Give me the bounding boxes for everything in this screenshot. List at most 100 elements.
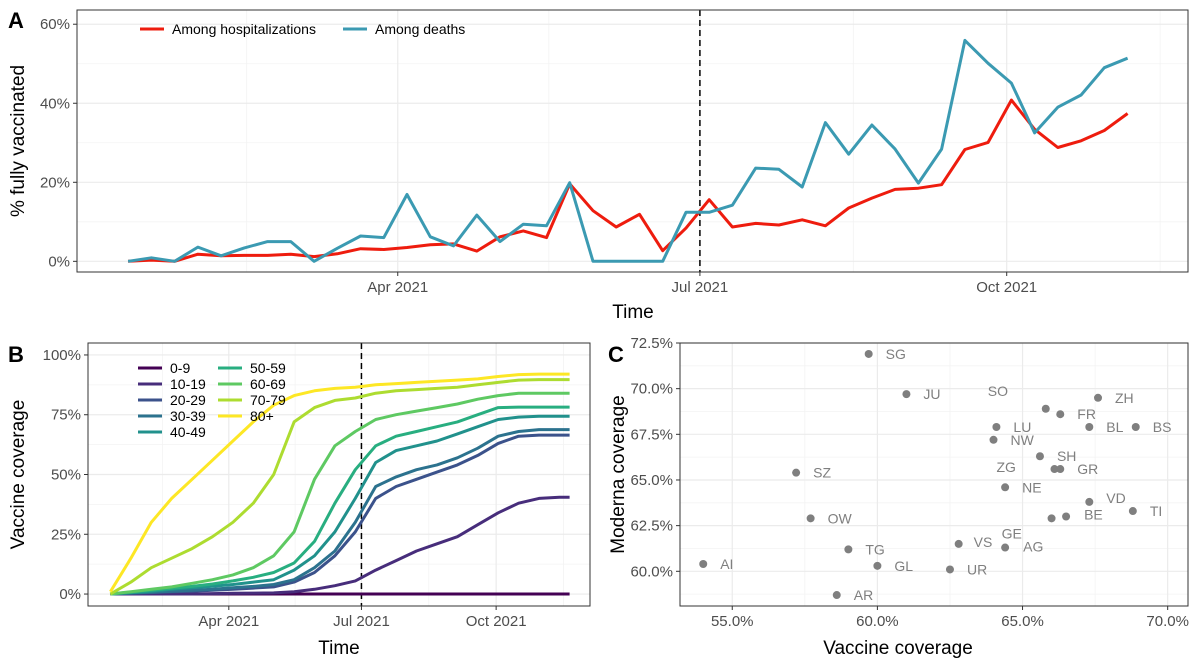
y-tick-label: 0% [48, 253, 70, 270]
point-VD [1085, 497, 1094, 506]
panel-b-x-axis-title: Time [318, 638, 360, 659]
point-label: GE [1002, 525, 1022, 541]
y-tick-label: 72.5% [630, 335, 673, 352]
panel-c-grid [680, 342, 1188, 606]
panel-b-tag: B [8, 342, 24, 367]
point-label: VS [974, 534, 993, 550]
point-GR [1056, 465, 1065, 474]
panel-c-x-axis-title: Vaccine coverage [823, 638, 973, 659]
panel-b-grid [88, 343, 590, 606]
legend-label: 60-69 [250, 376, 286, 392]
y-tick-label: 70.0% [630, 381, 673, 398]
point-label: BS [1153, 419, 1172, 435]
y-tick-label: 60.0% [630, 563, 673, 580]
point-NW [989, 435, 998, 444]
point-FR [1056, 410, 1065, 419]
panel-c-y-axis-title: Moderna coverage [608, 395, 629, 553]
panel-c-points: SG JU SO ZH FR LU BL BS NW SH ZG GR SZ NE VD TI BE GE OW VS… [699, 346, 1171, 603]
panel-a-frame [76, 9, 1189, 273]
panel-a-tag: A [8, 8, 24, 33]
point-BS [1131, 423, 1140, 432]
panel-c: C SG JU SO ZH FR LU BL BS NW SH ZG GR SZ NE VD TI BE GE OW… [608, 335, 1189, 659]
point-LU [992, 423, 1001, 432]
series-line-age-80+ [109, 372, 570, 593]
point-AR [832, 591, 841, 600]
series-line-age-70-79 [109, 378, 570, 596]
legend-label: 70-79 [250, 392, 286, 408]
point-label: GL [894, 558, 913, 574]
point-label: AG [1023, 539, 1043, 555]
x-tick-label: Oct 2021 [976, 279, 1037, 296]
point-label: NE [1022, 479, 1041, 495]
series-line-age-20-29 [110, 433, 570, 596]
point-SG [864, 349, 873, 358]
point-NE [1001, 483, 1010, 492]
point-label: UR [967, 561, 987, 577]
x-tick-label: 65.0% [1001, 613, 1044, 630]
point-label: NW [1011, 432, 1035, 448]
point-label: BL [1106, 419, 1123, 435]
panel-a-x-axis-title: Time [612, 302, 654, 323]
x-tick-label: 55.0% [711, 613, 754, 630]
y-tick-label: 50% [51, 467, 81, 484]
point-label: VD [1106, 490, 1125, 506]
panel-b-series [109, 372, 570, 596]
point-label: OW [828, 510, 853, 526]
point-ZH [1094, 393, 1103, 402]
legend-label: 50-59 [250, 360, 286, 376]
y-tick-label: 25% [51, 526, 81, 543]
y-tick-label: 65.0% [630, 472, 673, 489]
point-TI [1128, 507, 1137, 516]
legend-label: 20-29 [170, 392, 206, 408]
point-label: SO [988, 383, 1008, 399]
y-tick-label: 100% [43, 347, 81, 364]
x-tick-label: Jul 2021 [672, 279, 729, 296]
series-line-among-deaths [127, 38, 1129, 263]
point-AG [1001, 543, 1010, 552]
legend-label: 80+ [250, 408, 274, 424]
point-label: ZH [1115, 390, 1134, 406]
point-label: BE [1084, 507, 1103, 523]
legend-label: 10-19 [170, 376, 206, 392]
point-label: GR [1077, 461, 1098, 477]
point-GE [1047, 514, 1056, 523]
point-ZG [1050, 465, 1059, 474]
point-JU [902, 390, 911, 399]
point-label: JU [923, 386, 940, 402]
point-label: LU [1013, 419, 1031, 435]
point-label: TI [1150, 503, 1162, 519]
panel-c-tag: C [608, 342, 624, 367]
panel-b-y-axis-title: Vaccine coverage [8, 400, 29, 550]
point-label: ZG [996, 459, 1015, 475]
panel-b-axis-ticks: 0% 25% 50% 75% 100% Apr 2021 Jul 2021 Oct 2021 [43, 347, 527, 630]
legend-label: Among hospitalizations [172, 21, 316, 37]
series-line-age-30-39 [110, 428, 570, 596]
point-label: SZ [813, 465, 831, 481]
panel-a-y-axis-title: % fully vaccinated [8, 65, 29, 217]
point-SZ [792, 468, 801, 477]
legend-label: 0-9 [170, 360, 190, 376]
point-AI [699, 559, 708, 568]
point-SO [1041, 404, 1050, 413]
x-tick-label: Apr 2021 [198, 613, 259, 630]
y-tick-label: 60% [40, 16, 70, 33]
panel-a-grid [77, 10, 1188, 272]
series-line-age-60-69 [110, 391, 570, 596]
y-tick-label: 67.5% [630, 426, 673, 443]
panel-a-axis-ticks: 0% 20% 40% 60% Apr 2021 Jul 2021 Oct 2021 [40, 16, 1037, 296]
panel-a-legend: Among hospitalizations Among deaths [140, 21, 465, 37]
point-label: AR [854, 587, 873, 603]
panel-b: B 0% 25% 50% 75% 100% Apr 2021 Jul 2021 Oct 202… [8, 342, 591, 659]
y-tick-label: 20% [40, 174, 70, 191]
x-tick-label: 70.0% [1146, 613, 1189, 630]
legend-label: 40-49 [170, 424, 206, 440]
point-label: SG [886, 346, 906, 362]
point-label: FR [1077, 406, 1096, 422]
panel-a-series [127, 38, 1129, 263]
legend-label: Among deaths [375, 21, 465, 37]
point-label: TG [865, 541, 884, 557]
y-tick-label: 62.5% [630, 518, 673, 535]
point-SH [1035, 452, 1044, 461]
